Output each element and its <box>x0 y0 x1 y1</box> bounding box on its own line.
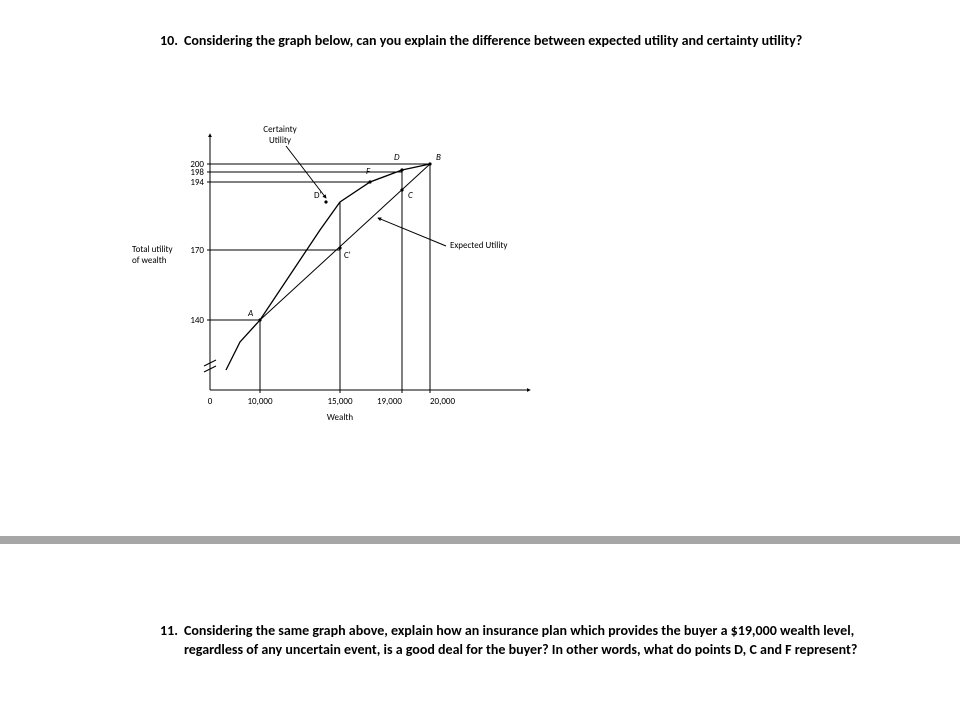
utility-chart: 140170194198200Total utilityof wealth010… <box>130 120 600 430</box>
svg-text:19,000: 19,000 <box>377 396 402 407</box>
svg-text:C: C <box>408 190 413 201</box>
page: 10. Considering the graph below, can you… <box>0 0 960 720</box>
svg-text:Wealth: Wealth <box>327 412 354 423</box>
svg-text:0: 0 <box>208 396 213 407</box>
section-divider <box>0 536 960 544</box>
svg-text:of wealth: of wealth <box>132 255 167 266</box>
svg-text:C': C' <box>344 250 351 261</box>
svg-text:194: 194 <box>190 177 204 188</box>
question-11-number: 11. <box>160 622 178 660</box>
utility-chart-svg: 140170194198200Total utilityof wealth010… <box>130 120 600 430</box>
question-10-text: Considering the graph below, can you exp… <box>184 32 900 51</box>
question-10: 10. Considering the graph below, can you… <box>160 32 900 51</box>
svg-text:200: 200 <box>190 159 204 170</box>
svg-text:20,000: 20,000 <box>430 396 455 407</box>
svg-text:D': D' <box>314 190 322 201</box>
question-11-text: Considering the same graph above, explai… <box>184 622 900 660</box>
svg-text:B: B <box>436 152 441 163</box>
svg-text:170: 170 <box>190 245 204 256</box>
svg-text:Expected Utility: Expected Utility <box>450 240 508 251</box>
svg-text:Certainty: Certainty <box>263 124 297 135</box>
svg-text:15,000: 15,000 <box>327 396 352 407</box>
svg-text:Utility: Utility <box>269 135 292 146</box>
svg-text:140: 140 <box>190 315 204 326</box>
question-11: 11. Considering the same graph above, ex… <box>160 622 900 660</box>
svg-text:10,000: 10,000 <box>247 396 272 407</box>
question-10-number: 10. <box>160 32 178 51</box>
svg-text:D: D <box>394 152 400 163</box>
svg-text:Total utility: Total utility <box>132 244 174 255</box>
svg-text:A: A <box>247 308 253 319</box>
